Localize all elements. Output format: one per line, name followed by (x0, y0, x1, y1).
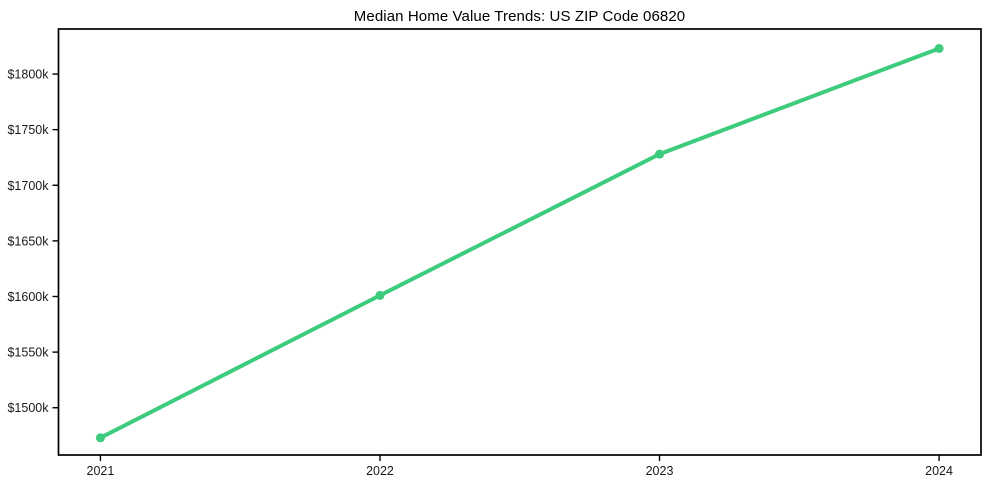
data-point (934, 43, 944, 53)
y-tick-label: $1600k (7, 290, 49, 304)
y-tick-label: $1650k (7, 234, 49, 248)
x-tick-label: 2024 (925, 464, 953, 478)
x-tick-label: 2022 (366, 464, 394, 478)
y-tick-label: $1550k (7, 346, 49, 360)
x-tick-label: 2021 (87, 464, 115, 478)
plot-area-border (57, 28, 982, 456)
data-point (95, 433, 105, 443)
data-point (375, 290, 385, 300)
y-tick-label: $1800k (7, 68, 49, 82)
data-point (655, 149, 665, 159)
x-tick-label: 2023 (646, 464, 674, 478)
y-tick-label: $1750k (7, 123, 49, 137)
y-tick-label: $1700k (7, 179, 49, 193)
trend-line (98, 46, 942, 440)
chart-title: Median Home Value Trends: US ZIP Code 06… (353, 8, 686, 25)
y-tick-label: $1500k (7, 401, 49, 415)
